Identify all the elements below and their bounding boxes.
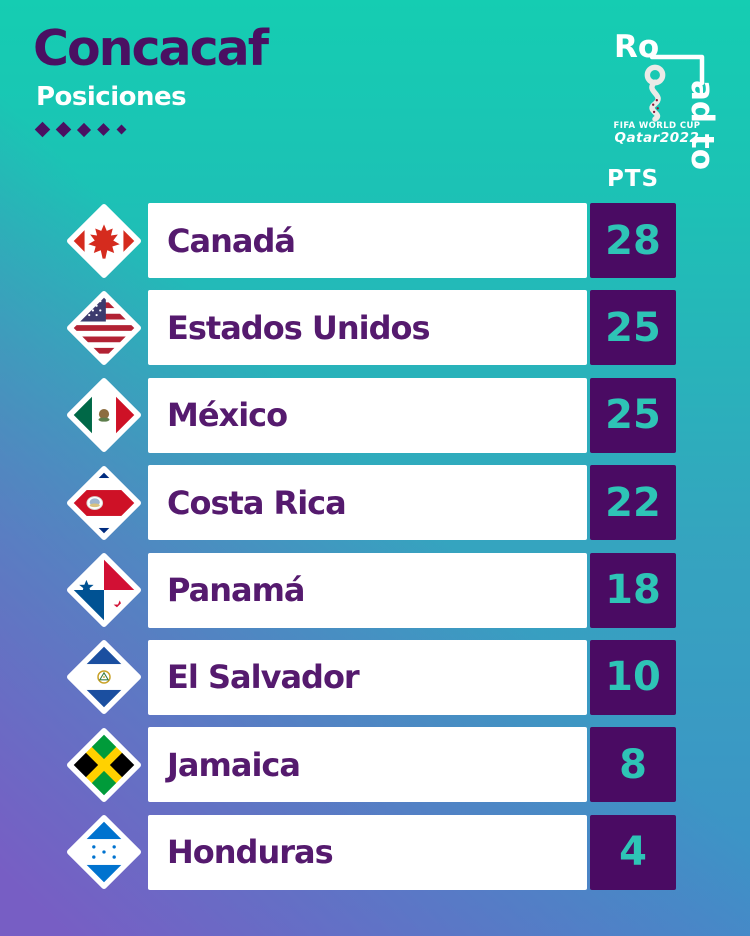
el-salvador-flag-icon bbox=[67, 640, 141, 715]
table-row: El Salvador 10 bbox=[60, 639, 676, 715]
jamaica-flag-icon bbox=[67, 727, 141, 802]
diamond-bullet-icon bbox=[76, 122, 92, 137]
diamond-bullet-icon bbox=[97, 123, 110, 136]
table-row: Panamá 18 bbox=[60, 552, 676, 628]
team-name-box: Canadá bbox=[148, 203, 587, 278]
costa-rica-flag-icon bbox=[67, 465, 141, 540]
page-title: Concacaf bbox=[33, 20, 269, 77]
team-name-box: México bbox=[148, 377, 587, 453]
flag-cell bbox=[60, 203, 148, 278]
table-row: Costa Rica 22 bbox=[60, 465, 676, 541]
table-row: México 25 bbox=[60, 377, 676, 453]
team-name: Panamá bbox=[167, 571, 305, 610]
pts-column-header: PTS bbox=[606, 166, 660, 192]
team-name: México bbox=[167, 396, 288, 435]
team-name-box: Costa Rica bbox=[148, 465, 587, 541]
points-value: 25 bbox=[605, 304, 661, 351]
team-name-box: Panamá bbox=[148, 552, 587, 628]
usa-flag-icon bbox=[67, 290, 141, 365]
panama-flag-icon bbox=[67, 553, 141, 628]
flag-cell bbox=[60, 553, 148, 628]
diamond-bullet-icon bbox=[55, 121, 72, 138]
table-row: Honduras 4 bbox=[60, 814, 676, 890]
points-value: 10 bbox=[605, 654, 661, 701]
flag-cell bbox=[60, 378, 148, 453]
diamond-bullet-icon bbox=[116, 124, 127, 135]
flag-cell bbox=[60, 465, 148, 540]
flag-cell bbox=[60, 815, 148, 890]
points-box: 4 bbox=[590, 814, 676, 890]
page-subtitle: Posiciones bbox=[36, 82, 187, 112]
points-box: 8 bbox=[590, 727, 676, 803]
standings-table: Canadá 28 bbox=[60, 203, 676, 902]
points-box: 18 bbox=[590, 552, 676, 628]
flag-cell bbox=[60, 640, 148, 715]
team-name: Canadá bbox=[167, 221, 296, 260]
road-corner-line-icon bbox=[650, 54, 705, 85]
world-cup-emblem-icon bbox=[644, 64, 666, 122]
points-box: 10 bbox=[590, 639, 676, 715]
points-box: 22 bbox=[590, 465, 676, 541]
points-box: 25 bbox=[590, 377, 676, 453]
fifa-world-cup-label: FIFA WORLD CUP bbox=[613, 121, 701, 131]
team-name: Jamaica bbox=[167, 745, 301, 784]
diamond-bullet-icon bbox=[34, 121, 51, 138]
mexico-flag-icon bbox=[67, 378, 141, 453]
points-value: 22 bbox=[605, 479, 661, 526]
flag-cell bbox=[60, 727, 148, 802]
points-value: 25 bbox=[605, 392, 661, 439]
honduras-flag-icon bbox=[67, 815, 141, 890]
points-box: 28 bbox=[590, 203, 676, 278]
table-row: Jamaica 8 bbox=[60, 727, 676, 803]
table-row: Estados Unidos 25 bbox=[60, 290, 676, 366]
points-value: 18 bbox=[605, 567, 661, 614]
team-name-box: Honduras bbox=[148, 814, 587, 890]
flag-cell bbox=[60, 290, 148, 365]
points-value: 8 bbox=[619, 741, 647, 788]
canada-flag-icon bbox=[67, 203, 141, 278]
diamond-bullets bbox=[34, 121, 127, 138]
qatar-2022-wordmark: Qatar2022 bbox=[614, 130, 700, 146]
team-name-box: Jamaica bbox=[148, 727, 587, 803]
table-row: Canadá 28 bbox=[60, 203, 676, 278]
team-name: El Salvador bbox=[167, 658, 360, 697]
team-name-box: Estados Unidos bbox=[148, 290, 587, 366]
points-value: 4 bbox=[619, 829, 647, 876]
team-name-box: El Salvador bbox=[148, 639, 587, 715]
team-name: Honduras bbox=[167, 833, 334, 872]
points-box: 25 bbox=[590, 290, 676, 366]
points-value: 28 bbox=[605, 217, 661, 264]
team-name: Estados Unidos bbox=[167, 308, 431, 347]
road-to-text-vertical: ad to bbox=[684, 80, 720, 171]
team-name: Costa Rica bbox=[167, 483, 347, 522]
